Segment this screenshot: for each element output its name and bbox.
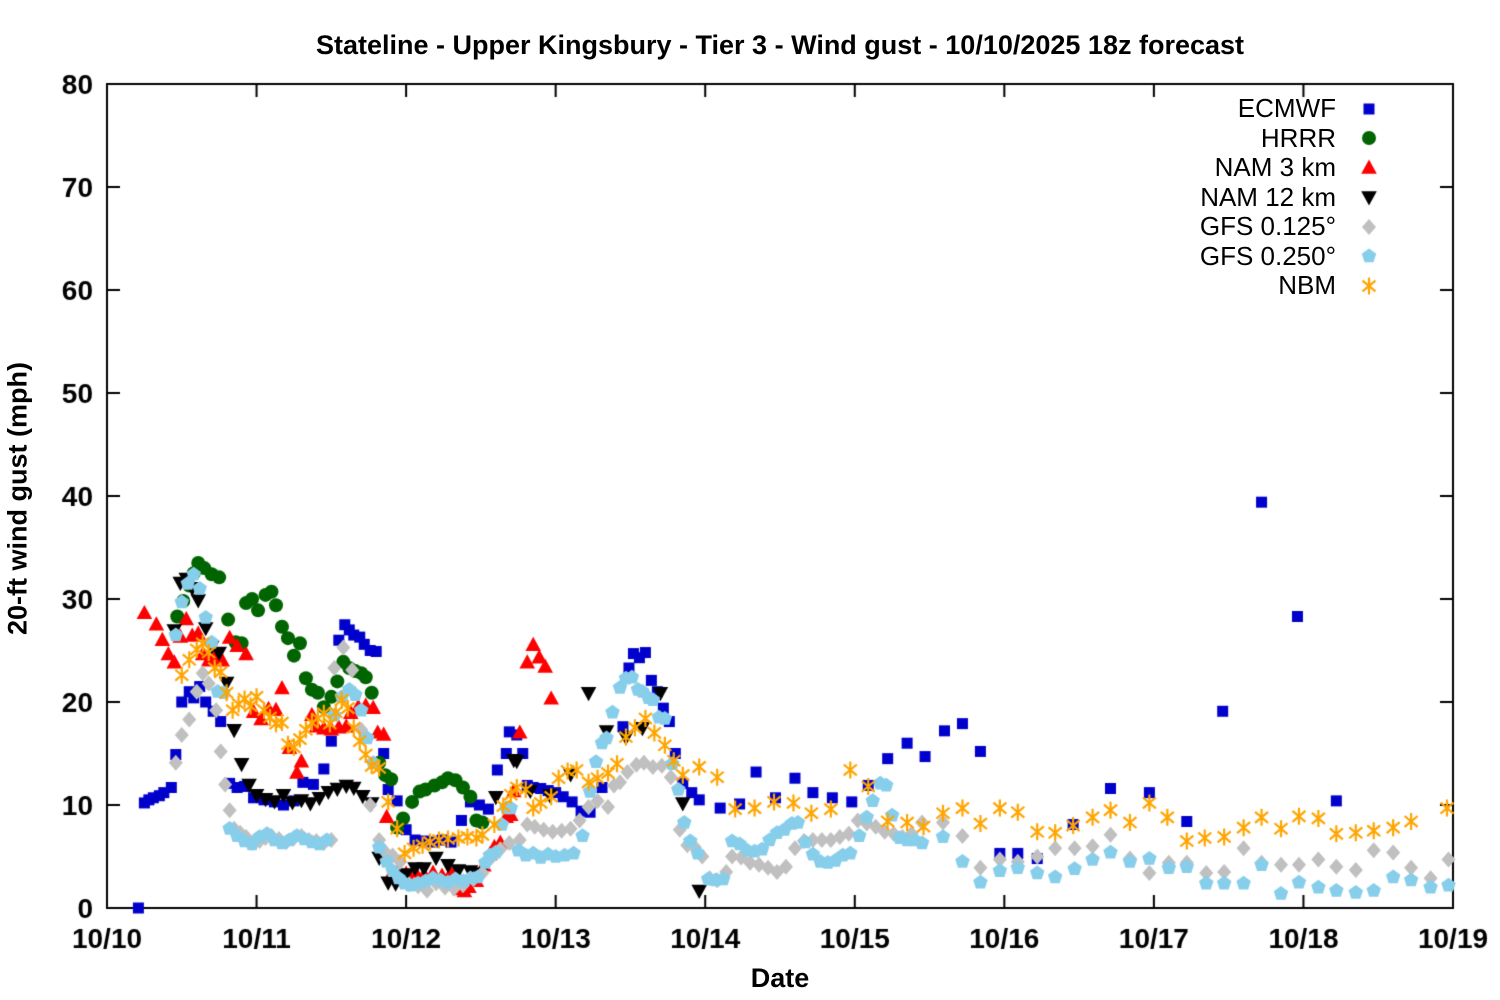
legend-label: NAM 3 km <box>1214 152 1336 183</box>
pentagon-marker-icon <box>1356 243 1382 270</box>
legend: ECMWF HRRR NAM 3 km NAM 12 km GFS 0.125° GFS … <box>1199 93 1382 301</box>
legend-item-nbm: NBM <box>1200 270 1382 301</box>
legend-label: NBM <box>1278 270 1336 301</box>
legend-label: GFS 0.125° <box>1199 211 1336 242</box>
legend-label: ECMWF <box>1237 93 1336 124</box>
legend-label: GFS 0.250° <box>1199 240 1336 271</box>
legend-label: HRRR <box>1260 122 1336 153</box>
legend-item-hrrr: HRRR <box>1200 122 1382 154</box>
circle-marker-icon <box>1356 125 1382 152</box>
legend-label: NAM 12 km <box>1200 181 1336 212</box>
legend-item-nam-3-km: NAM 3 km <box>1200 152 1382 183</box>
diamond-marker-icon <box>1356 213 1382 240</box>
square-marker-icon <box>1356 95 1382 122</box>
chart-title: Stateline - Upper Kingsbury - Tier 3 - W… <box>315 30 1245 60</box>
legend-item-gfs-0-125-: GFS 0.125° <box>1199 211 1382 242</box>
legend-item-nam-12-km: NAM 12 km <box>1200 181 1382 213</box>
legend-item-gfs-0-250-: GFS 0.250° <box>1199 240 1382 272</box>
asterisk-marker-icon <box>1356 272 1382 299</box>
x-axis-label: Date <box>750 963 810 993</box>
legend-item-ecmwf: ECMWF <box>1200 93 1382 124</box>
y-axis-label: 20-ft wind gust (mph) <box>2 362 33 635</box>
triangle-down-marker-icon <box>1356 184 1382 211</box>
triangle-up-marker-icon <box>1356 154 1382 181</box>
